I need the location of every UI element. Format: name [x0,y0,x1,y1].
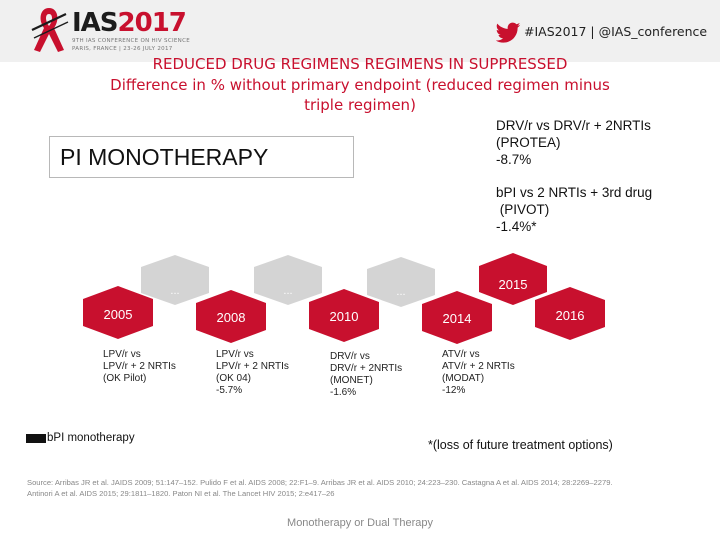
timeline-hex-ellipsis-2-label: ... [283,285,292,297]
source-line: Source: Arribas JR et al. JAIDS 2009; 51… [27,478,613,487]
caption-line: (MONET) [330,375,373,386]
caption-line: LPV/r + 2 NRTIs [216,361,289,372]
protea-note-line: (PROTEA) [496,135,561,150]
caption-line: DRV/r + 2NRTIs [330,363,403,374]
pivot-note-line: (PIVOT) [496,202,550,217]
conference-hashtag: #IAS2017 | @IAS_conference [524,24,708,39]
twitter-bird-icon [496,22,521,43]
caption-line: (OK Pilot) [103,373,147,384]
caption-line: -12% [442,385,466,396]
caption-line: ATV/r vs [442,349,480,360]
caption-2010: DRV/r vs DRV/r + 2NRTIs (MONET) -1.6% [330,351,402,399]
timeline-hex-2005 [83,286,153,339]
timeline-hex-ellipsis-3-label: ... [396,286,405,298]
logo-dates: PARIS, FRANCE | 23-26 JULY 2017 [72,46,173,52]
caption-line: -1.6% [330,387,357,398]
timeline-hex-2015-label: 2015 [499,277,528,292]
slide-subject: Monotherapy or Dual Therapy [287,517,433,529]
timeline-hex-2014 [422,291,492,344]
caption-line: ATV/r + 2 NRTIs [442,361,515,372]
protea-note: DRV/r vs DRV/r + 2NRTIs (PROTEA) -8.7% [496,117,651,168]
logo-subtitle: 9TH IAS CONFERENCE ON HIV SCIENCE [72,38,190,44]
timeline-hex-ellipsis-1 [141,255,209,305]
legend-label: bPI monotherapy [47,432,135,444]
timeline-hex-2008-label: 2008 [217,310,246,325]
slide-title: REDUCED DRUG REGIMENS REGIMENS IN SUPPRE… [152,55,568,73]
timeline-hex-2014-label: 2014 [443,311,472,326]
timeline: ... ... ... 2015 2005 2008 2010 2014 201… [83,253,605,344]
caption-line: LPV/r + 2 NRTIs [103,361,176,372]
header-bar [0,0,720,62]
caption-line: -5.7% [216,385,243,396]
slide-subtitle-line1: Difference in % without primary endpoint… [110,76,610,94]
protea-note-line: DRV/r vs DRV/r + 2NRTIs [496,118,651,133]
timeline-hex-2008 [196,290,266,343]
pi-monotherapy-box [49,136,354,178]
legend-swatch [26,434,46,443]
timeline-hex-2005-label: 2005 [104,307,133,322]
caption-line: (MODAT) [442,373,485,384]
caption-2008: LPV/r vs LPV/r + 2 NRTIs (OK 04) -5.7% [216,349,289,397]
pivot-note-line: bPI vs 2 NRTIs + 3rd drug [496,185,653,200]
caption-line: DRV/r vs [330,351,370,362]
timeline-hex-2016-label: 2016 [556,308,585,323]
pivot-note-line: -1.4%* [496,219,537,234]
protea-note-line: -8.7% [496,152,532,167]
sources: Source: Arribas JR et al. JAIDS 2009; 51… [27,477,707,499]
footnote: *(loss of future treatment options) [428,438,613,452]
timeline-hex-2010 [309,289,379,342]
caption-2014: ATV/r vs ATV/r + 2 NRTIs (MODAT) -12% [442,349,515,397]
aids-ribbon-logo-icon [31,8,69,52]
caption-line: LPV/r vs [216,349,254,360]
pi-monotherapy-label: PI MONOTHERAPY [60,144,269,170]
timeline-hex-2010-label: 2010 [330,309,359,324]
caption-line: (OK 04) [216,373,252,384]
timeline-hex-ellipsis-2 [254,255,322,305]
timeline-hex-2015 [479,253,547,305]
pivot-note: bPI vs 2 NRTIs + 3rd drug (PIVOT) -1.4%* [496,184,652,235]
timeline-hex-ellipsis-3 [367,257,435,307]
caption-line: LPV/r vs [103,349,141,360]
caption-2005: LPV/r vs LPV/r + 2 NRTIs (OK Pilot) [103,349,176,385]
timeline-hex-ellipsis-1-label: ... [170,285,179,297]
source-line: Antinori A et al. AIDS 2015; 29:1811–182… [27,489,335,498]
timeline-hex-2016 [535,287,605,340]
logo-text: IAS2017 [72,8,187,38]
slide-subtitle-line2: triple regimen) [304,96,416,114]
